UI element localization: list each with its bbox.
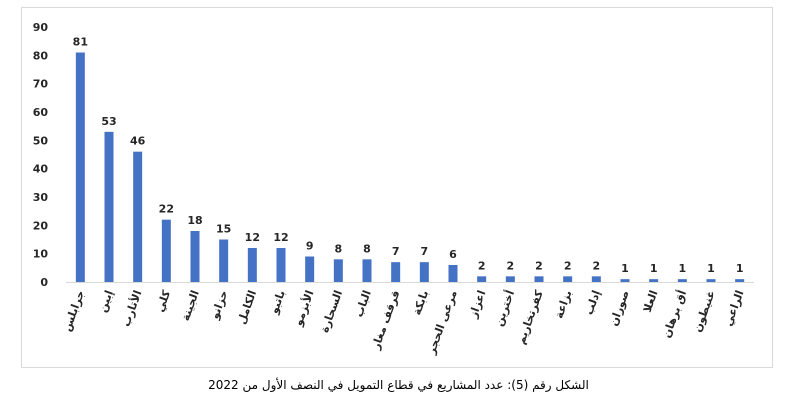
x-tick-label: غنيطون xyxy=(691,289,718,334)
x-tick-label: الأتارب xyxy=(118,288,144,328)
data-label: 9 xyxy=(306,240,314,253)
y-tick-label: 10 xyxy=(33,248,49,261)
data-label: 18 xyxy=(187,214,202,227)
x-tick-label: العلا xyxy=(641,289,661,315)
bar-chart: 010203040506070809081جرابلس53إبين46الأتا… xyxy=(33,21,754,357)
data-label: 12 xyxy=(273,231,288,244)
x-tick-label: السحارة xyxy=(318,289,345,335)
bar xyxy=(190,231,200,282)
data-label: 8 xyxy=(335,242,343,255)
bar xyxy=(391,262,401,282)
data-label: 8 xyxy=(363,242,371,255)
bar xyxy=(448,265,458,282)
bar xyxy=(505,276,515,282)
bar xyxy=(276,248,286,282)
data-label: 2 xyxy=(593,259,601,272)
x-tick-label: أخترين xyxy=(491,288,517,328)
x-tick-label: إبين xyxy=(96,289,116,314)
bar xyxy=(161,219,171,282)
data-label: 6 xyxy=(449,248,457,261)
data-label: 46 xyxy=(130,135,146,148)
bar xyxy=(75,52,85,282)
bar xyxy=(104,131,114,282)
bar xyxy=(133,151,143,282)
data-label: 2 xyxy=(478,259,486,272)
data-label: 2 xyxy=(535,259,543,272)
data-label: 15 xyxy=(216,223,231,236)
bar xyxy=(333,259,343,282)
data-label: 2 xyxy=(564,259,572,272)
bar xyxy=(649,279,659,282)
bar xyxy=(620,279,630,282)
data-label: 2 xyxy=(507,259,515,272)
x-tick-label: الباب xyxy=(352,289,374,319)
data-label: 53 xyxy=(101,115,116,128)
bar xyxy=(563,276,573,282)
data-label: 81 xyxy=(73,36,88,49)
bar xyxy=(419,262,429,282)
x-tick-label: قرقف مغار xyxy=(369,289,403,352)
data-label: 7 xyxy=(392,245,400,258)
figure-caption: الشكل رقم (5): عدد المشاريع في قطاع التم… xyxy=(208,378,589,392)
bar xyxy=(362,259,372,282)
x-tick-label: صوران xyxy=(607,289,632,328)
chart-frame xyxy=(21,7,773,368)
y-tick-label: 90 xyxy=(33,21,49,34)
y-tick-label: 20 xyxy=(33,219,49,232)
x-tick-label: بزاعة xyxy=(552,289,574,321)
x-tick-label: بابكة xyxy=(410,289,431,317)
y-tick-label: 70 xyxy=(33,78,49,91)
x-tick-label: الأبزمو xyxy=(290,288,316,328)
x-tick-label: مرعى الحجر xyxy=(424,289,459,357)
x-tick-label: إدلب xyxy=(582,289,603,317)
y-tick-label: 50 xyxy=(33,134,49,147)
x-tick-label: جرابلس xyxy=(60,289,87,334)
x-tick-label: أق برهان xyxy=(659,288,689,339)
x-tick-label: كفرتخاريم xyxy=(514,288,546,346)
data-label: 12 xyxy=(245,231,260,244)
bar xyxy=(305,256,315,282)
bar xyxy=(477,276,487,282)
y-tick-label: 40 xyxy=(33,163,49,176)
x-tick-label: الكامل xyxy=(235,289,259,326)
bar xyxy=(591,276,601,282)
data-label: 1 xyxy=(650,262,658,275)
bar xyxy=(219,239,229,282)
x-tick-label: حزانو xyxy=(208,289,231,322)
x-tick-label: الجينة xyxy=(179,289,202,323)
x-tick-label: باتبو xyxy=(267,289,288,317)
y-tick-label: 30 xyxy=(33,191,49,204)
data-label: 1 xyxy=(621,262,629,275)
data-label: 1 xyxy=(736,262,744,275)
bar xyxy=(534,276,544,282)
x-tick-label: الراعي xyxy=(722,289,747,328)
x-tick-label: كلي xyxy=(153,288,173,314)
y-tick-label: 80 xyxy=(33,49,49,62)
data-label: 1 xyxy=(707,262,715,275)
bar xyxy=(247,248,257,282)
data-label: 22 xyxy=(159,203,174,216)
y-tick-label: 60 xyxy=(33,106,49,119)
bar xyxy=(677,279,687,282)
bar xyxy=(706,279,716,282)
data-label: 7 xyxy=(421,245,429,258)
data-label: 1 xyxy=(679,262,687,275)
bar xyxy=(735,279,745,282)
y-tick-label: 0 xyxy=(40,276,48,289)
x-tick-label: اعزاز xyxy=(466,289,488,321)
